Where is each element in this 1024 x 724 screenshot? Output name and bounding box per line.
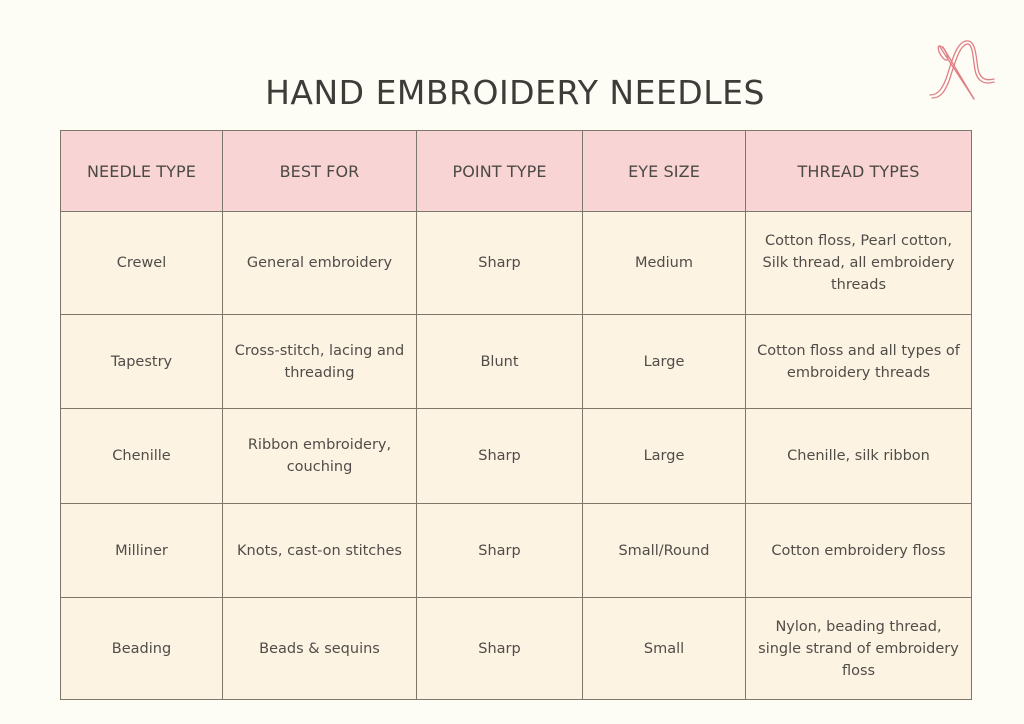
header-thread-types: THREAD TYPES: [745, 130, 972, 212]
needles-table: NEEDLE TYPE BEST FOR POINT TYPE EYE SIZE…: [60, 130, 972, 700]
cell-thread-types: Nylon, beading thread, single strand of …: [745, 597, 972, 700]
header-best-for: BEST FOR: [222, 130, 417, 212]
needle-and-thread-icon: [929, 40, 995, 100]
cell-best-for: Cross-stitch, lacing and threading: [222, 314, 417, 409]
page-title: HAND EMBROIDERY NEEDLES: [265, 73, 765, 112]
cell-eye-size: Large: [582, 408, 746, 504]
cell-needle-type: Tapestry: [60, 314, 223, 409]
header-eye-size: EYE SIZE: [582, 130, 746, 212]
header-row: NEEDLE TYPE BEST FOR POINT TYPE EYE SIZE…: [60, 130, 972, 212]
cell-point-type: Sharp: [416, 408, 583, 504]
cell-eye-size: Small/Round: [582, 503, 746, 598]
cell-best-for: Beads & sequins: [222, 597, 417, 700]
cell-point-type: Sharp: [416, 503, 583, 598]
header-point-type: POINT TYPE: [416, 130, 583, 212]
cell-best-for: General embroidery: [222, 211, 417, 315]
cell-point-type: Blunt: [416, 314, 583, 409]
cell-point-type: Sharp: [416, 597, 583, 700]
cell-needle-type: Milliner: [60, 503, 223, 598]
table-row: Tapestry Cross-stitch, lacing and thread…: [60, 314, 972, 409]
cell-eye-size: Medium: [582, 211, 746, 315]
cell-eye-size: Small: [582, 597, 746, 700]
table-row: Crewel General embroidery Sharp Medium C…: [60, 211, 972, 315]
cell-point-type: Sharp: [416, 211, 583, 315]
table-row: Beading Beads & sequins Sharp Small Nylo…: [60, 597, 972, 700]
cell-thread-types: Chenille, silk ribbon: [745, 408, 972, 504]
table-row: Chenille Ribbon embroidery, couching Sha…: [60, 408, 972, 504]
cell-needle-type: Chenille: [60, 408, 223, 504]
cell-thread-types: Cotton floss, Pearl cotton, Silk thread,…: [745, 211, 972, 315]
cell-thread-types: Cotton floss and all types of embroidery…: [745, 314, 972, 409]
cell-eye-size: Large: [582, 314, 746, 409]
cell-needle-type: Beading: [60, 597, 223, 700]
table-row: Milliner Knots, cast-on stitches Sharp S…: [60, 503, 972, 598]
cell-best-for: Ribbon embroidery, couching: [222, 408, 417, 504]
header-needle-type: NEEDLE TYPE: [60, 130, 223, 212]
cell-best-for: Knots, cast-on stitches: [222, 503, 417, 598]
cell-thread-types: Cotton embroidery floss: [745, 503, 972, 598]
cell-needle-type: Crewel: [60, 211, 223, 315]
